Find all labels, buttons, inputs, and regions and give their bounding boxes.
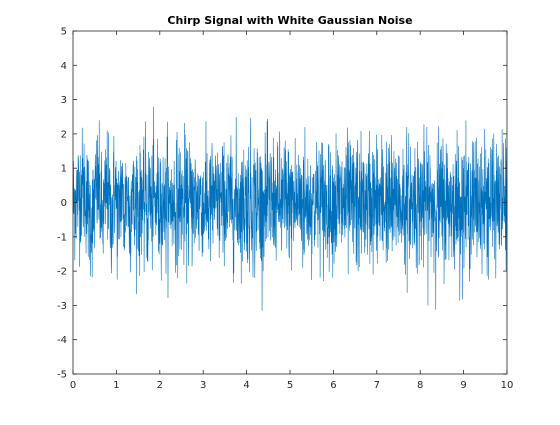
x-tick-label: 9 xyxy=(460,380,466,391)
x-tick-label: 3 xyxy=(200,380,206,391)
series-layer xyxy=(72,106,508,311)
y-tick-label: -2 xyxy=(57,267,67,278)
y-axis: -5 -4 -3 -2 -1 0 1 2 3 4 5 xyxy=(57,27,507,381)
x-tick-label: 8 xyxy=(417,380,423,391)
y-tick-label: 5 xyxy=(61,27,67,38)
x-tick-label: 6 xyxy=(330,380,336,391)
x-tick-label: 10 xyxy=(501,380,514,391)
y-tick-label: 2 xyxy=(61,129,67,140)
y-tick-label: 4 xyxy=(61,61,67,72)
x-tick-label: 1 xyxy=(113,380,119,391)
x-tick-label: 4 xyxy=(243,380,249,391)
y-tick-label: -5 xyxy=(57,370,67,381)
x-tick-label: 7 xyxy=(374,380,380,391)
x-tick-label: 5 xyxy=(287,380,293,391)
signal-line xyxy=(72,106,508,311)
y-tick-label: -3 xyxy=(57,301,67,312)
y-tick-label: -4 xyxy=(57,335,67,346)
y-tick-label: -1 xyxy=(57,232,67,243)
x-tick-label: 0 xyxy=(70,380,76,391)
chart-title: Chirp Signal with White Gaussian Noise xyxy=(167,14,412,27)
x-axis: 0 1 2 3 4 5 6 7 8 9 10 xyxy=(70,31,514,391)
x-tick-label: 2 xyxy=(157,380,163,391)
y-tick-label: 3 xyxy=(61,95,67,106)
y-tick-label: 0 xyxy=(61,198,67,209)
y-tick-label: 1 xyxy=(61,164,67,175)
